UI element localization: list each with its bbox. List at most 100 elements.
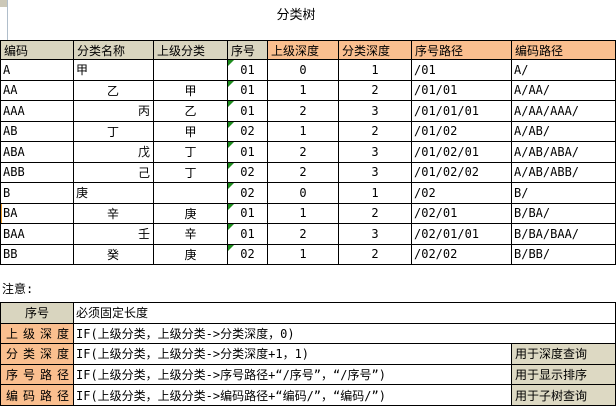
cell-code[interactable]: B (0, 182, 74, 204)
cell-code-path[interactable]: B/ (511, 182, 616, 204)
cell-depth[interactable]: 2 (338, 202, 412, 224)
cell-parent[interactable]: 甲 (153, 79, 228, 101)
cell-name[interactable]: 癸 (73, 243, 154, 265)
header-seq[interactable]: 序号 (227, 40, 268, 60)
cell-name[interactable]: 己 (73, 161, 154, 183)
note-label-seq-path[interactable]: 序号路径 (0, 363, 74, 386)
cell-parent-depth[interactable]: 1 (267, 79, 339, 101)
cell-seq[interactable]: 01 (227, 79, 268, 101)
note-formula[interactable]: IF(上级分类，上级分类->编码路径+“编码/”，“编码/”) (73, 384, 512, 406)
header-code-path[interactable]: 编码路径 (511, 40, 616, 60)
cell-code[interactable]: BA (0, 202, 74, 224)
cell-depth[interactable]: 2 (338, 79, 412, 101)
cell-depth[interactable]: 1 (338, 182, 412, 204)
cell-code-path[interactable]: A/ (511, 59, 616, 81)
cell-parent[interactable] (153, 182, 228, 204)
cell-code[interactable]: ABA (0, 141, 74, 163)
cell-code[interactable]: ABB (0, 161, 74, 183)
cell-seq[interactable]: 02 (227, 120, 268, 142)
cell-code-path[interactable]: A/AB/ABA/ (511, 141, 616, 163)
cell-parent[interactable]: 辛 (153, 223, 228, 245)
cell-parent-depth[interactable]: 0 (267, 182, 339, 204)
note-label-code-path[interactable]: 编码路径 (0, 384, 74, 406)
notes-heading[interactable]: 注意: (2, 282, 34, 296)
cell-name[interactable]: 丁 (73, 120, 154, 142)
cell-seq-path[interactable]: /02/02 (411, 243, 512, 265)
cell-parent-depth[interactable]: 1 (267, 243, 339, 265)
cell-code-path[interactable]: A/AA/AAA/ (511, 100, 616, 122)
cell-depth[interactable]: 3 (338, 223, 412, 245)
cell-parent-depth[interactable]: 0 (267, 59, 339, 81)
cell-seq-path[interactable]: /01/02 (411, 120, 512, 142)
cell-name[interactable]: 甲 (73, 59, 154, 81)
cell-code[interactable]: AA (0, 79, 74, 101)
cell-depth[interactable]: 3 (338, 100, 412, 122)
cell-code[interactable]: AB (0, 120, 74, 142)
cell-code[interactable]: BB (0, 243, 74, 265)
header-name[interactable]: 分类名称 (73, 40, 154, 60)
cell-name[interactable]: 庚 (73, 182, 154, 204)
cell-parent[interactable]: 乙 (153, 100, 228, 122)
cell-parent-depth[interactable]: 2 (267, 100, 339, 122)
cell-seq[interactable]: 02 (227, 182, 268, 204)
cell-seq-path[interactable]: /01/02/01 (411, 141, 512, 163)
cell-seq-path[interactable]: /01/01 (411, 79, 512, 101)
cell-seq-path[interactable]: /01 (411, 59, 512, 81)
cell-seq-path[interactable]: /01/01/01 (411, 100, 512, 122)
cell-code[interactable]: BAA (0, 223, 74, 245)
cell-parent[interactable] (153, 59, 228, 81)
cell-name[interactable]: 乙 (73, 79, 154, 101)
cell-code-path[interactable]: B/BA/BAA/ (511, 223, 616, 245)
cell-seq-path[interactable]: /01/02/02 (411, 161, 512, 183)
note-annotation[interactable]: 用于深度查询 (510, 343, 616, 365)
cell-parent[interactable]: 丁 (153, 141, 228, 163)
cell-code-path[interactable]: A/AA/ (511, 79, 616, 101)
cell-name[interactable]: 丙 (73, 100, 154, 122)
cell-parent[interactable]: 丁 (153, 161, 228, 183)
cell-code-path[interactable]: B/BB/ (511, 243, 616, 265)
note-label-depth[interactable]: 分类深度 (0, 343, 74, 365)
cell-parent-depth[interactable]: 2 (267, 161, 339, 183)
note-formula[interactable]: 必须固定长度 (72, 302, 616, 324)
cell-seq-path[interactable]: /02/01/01 (411, 223, 512, 245)
cell-seq[interactable]: 01 (227, 100, 268, 122)
note-formula[interactable]: IF(上级分类，上级分类->分类深度+1，1) (73, 343, 512, 365)
cell-code-path[interactable]: A/AB/ABB/ (511, 161, 616, 183)
sheet-title[interactable]: 分类树 (276, 8, 316, 23)
note-annotation[interactable]: 用于显示排序 (510, 363, 616, 386)
cell-parent-depth[interactable]: 2 (267, 141, 339, 163)
cell-seq[interactable]: 01 (227, 59, 268, 81)
header-code[interactable]: 编码 (0, 40, 74, 60)
cell-parent[interactable]: 甲 (153, 120, 228, 142)
header-seq-path[interactable]: 序号路径 (411, 40, 512, 60)
cell-code-path[interactable]: B/BA/ (511, 202, 616, 224)
cell-name[interactable]: 戊 (73, 141, 154, 163)
cell-depth[interactable]: 3 (338, 141, 412, 163)
header-parent-depth[interactable]: 上级深度 (267, 40, 339, 60)
note-label-seq[interactable]: 序号 (0, 302, 74, 324)
note-label-parent-depth[interactable]: 上级深度 (0, 322, 74, 345)
cell-parent-depth[interactable]: 2 (267, 223, 339, 245)
note-formula[interactable]: IF(上级分类，上级分类->分类深度，0) (72, 322, 616, 345)
cell-parent-depth[interactable]: 1 (267, 120, 339, 142)
cell-code[interactable]: A (0, 59, 74, 81)
cell-depth[interactable]: 3 (338, 161, 412, 183)
cell-depth[interactable]: 1 (338, 59, 412, 81)
cell-name[interactable]: 辛 (73, 202, 154, 224)
cell-seq[interactable]: 02 (227, 243, 268, 265)
note-formula[interactable]: IF(上级分类，上级分类->序号路径+“/序号”，“/序号”) (73, 363, 512, 386)
note-annotation[interactable]: 用于子树查询 (510, 384, 616, 406)
cell-depth[interactable]: 2 (338, 120, 412, 142)
cell-parent-depth[interactable]: 1 (267, 202, 339, 224)
cell-seq[interactable]: 01 (227, 223, 268, 245)
header-depth[interactable]: 分类深度 (338, 40, 412, 60)
cell-name[interactable]: 壬 (73, 223, 154, 245)
cell-seq-path[interactable]: /02 (411, 182, 512, 204)
cell-parent[interactable]: 庚 (153, 243, 228, 265)
header-parent[interactable]: 上级分类 (153, 40, 228, 60)
cell-seq[interactable]: 01 (227, 202, 268, 224)
cell-depth[interactable]: 2 (338, 243, 412, 265)
cell-seq-path[interactable]: /02/01 (411, 202, 512, 224)
cell-seq[interactable]: 01 (227, 141, 268, 163)
cell-parent[interactable]: 庚 (153, 202, 228, 224)
